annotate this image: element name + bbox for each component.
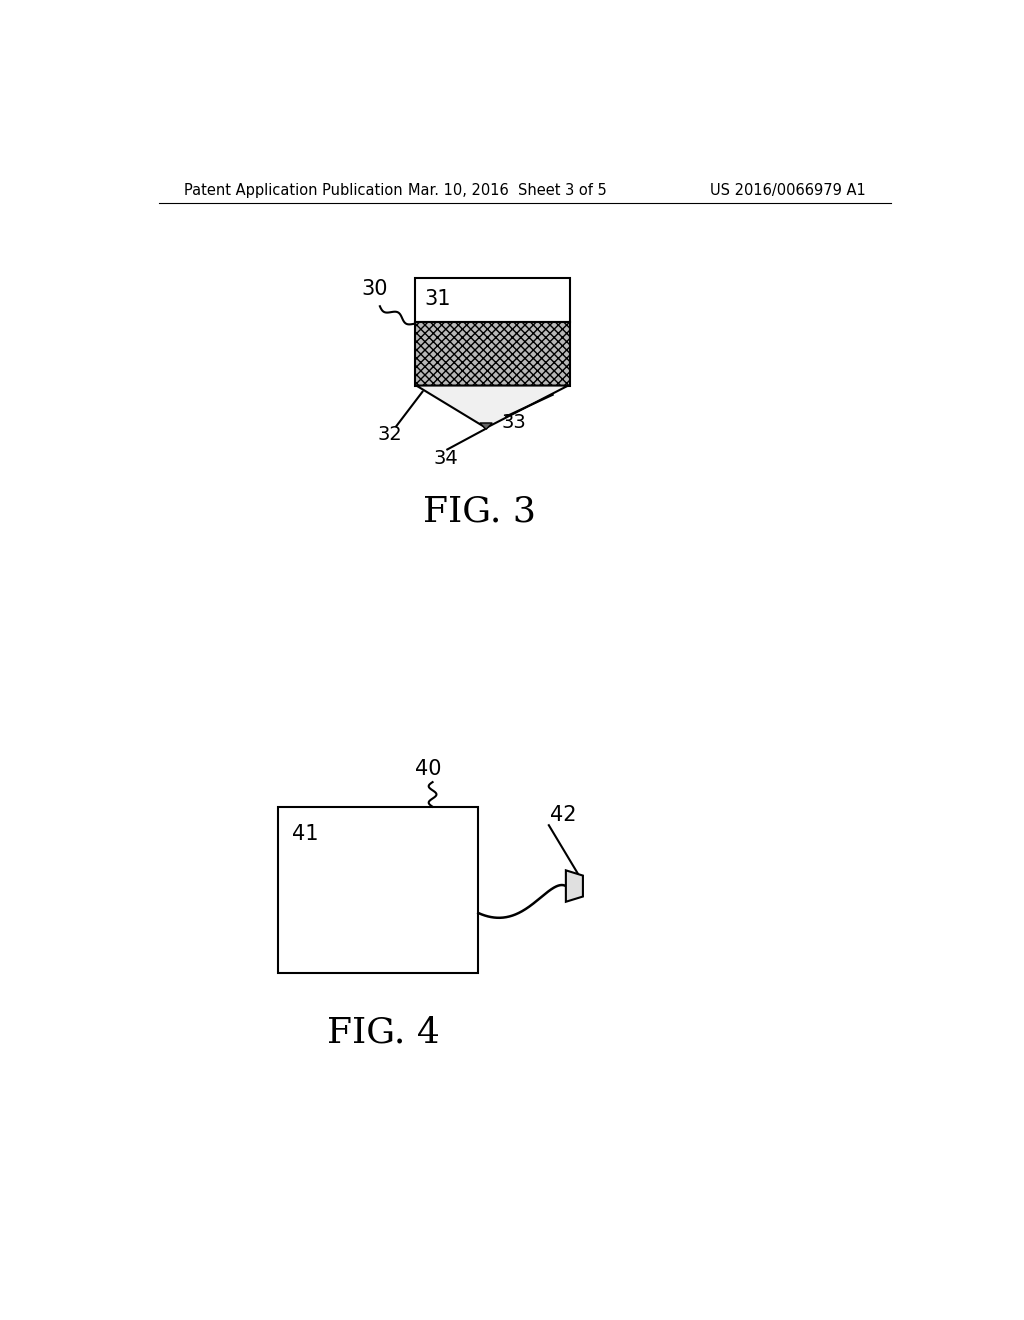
Text: 30: 30 <box>361 280 388 300</box>
Text: Mar. 10, 2016  Sheet 3 of 5: Mar. 10, 2016 Sheet 3 of 5 <box>409 183 607 198</box>
Text: 32: 32 <box>378 425 402 444</box>
Text: 40: 40 <box>416 759 442 779</box>
Polygon shape <box>417 385 568 428</box>
Text: FIG. 3: FIG. 3 <box>423 494 536 528</box>
Polygon shape <box>480 422 493 429</box>
Text: US 2016/0066979 A1: US 2016/0066979 A1 <box>710 183 866 198</box>
Text: 41: 41 <box>292 824 318 843</box>
Bar <box>415 322 569 385</box>
Text: Patent Application Publication: Patent Application Publication <box>183 183 402 198</box>
Bar <box>278 807 478 973</box>
Polygon shape <box>566 870 583 902</box>
Text: 42: 42 <box>550 805 577 825</box>
Text: 34: 34 <box>433 449 458 469</box>
Text: 31: 31 <box>424 289 451 309</box>
Text: FIG. 4: FIG. 4 <box>328 1015 440 1049</box>
Bar <box>415 277 569 322</box>
Text: 33: 33 <box>502 413 526 432</box>
